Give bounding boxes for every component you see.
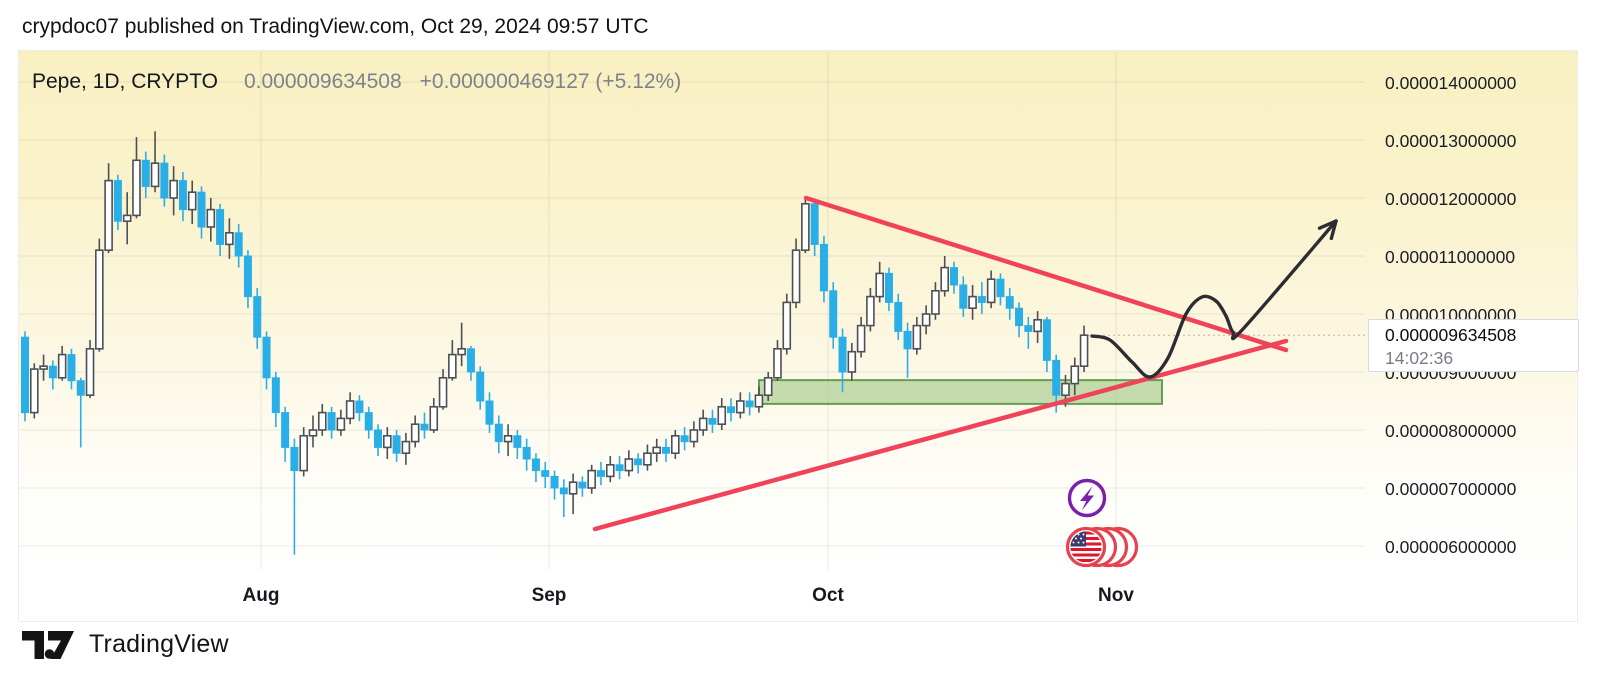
tradingview-brand[interactable]: TradingView [22,630,229,659]
x-axis-label: Nov [1098,585,1134,606]
last-price-tag: 0.000009634508 14:02:36 [1368,319,1579,372]
symbol-title: Pepe, 1D, CRYPTO [32,70,218,93]
header-price-change: +0.000000469127 (+5.12%) [419,70,682,93]
last-price-value: 0.000009634508 [1385,325,1517,345]
x-axis-label: Oct [812,585,844,606]
x-axis-label: Aug [242,585,280,606]
y-axis-label: 0.000012000000 [1385,189,1517,209]
attribution-text: crypdoc07 published on TradingView.com, … [22,15,649,38]
y-axis-label: 0.000007000000 [1385,479,1517,499]
y-axis-label: 0.000013000000 [1385,131,1517,151]
y-axis-label: 0.000008000000 [1385,421,1517,441]
y-axis-label: 0.000011000000 [1385,247,1516,267]
header-last-price: 0.000009634508 [243,70,402,93]
chart-title: Pepe, 1D, CRYPTO 0.000009634508 +0.00000… [32,70,681,94]
y-axis-label: 0.000014000000 [1385,73,1517,93]
tradingview-logo-icon [22,630,74,659]
x-axis-label: Sep [531,585,567,606]
bar-countdown: 14:02:36 [1385,348,1454,368]
y-axis-label: 0.000006000000 [1385,537,1517,557]
tradingview-logo-text: TradingView [89,630,229,658]
chart-card [18,50,1578,622]
time-axis: Aug Sep Oct Nov [0,585,1600,609]
